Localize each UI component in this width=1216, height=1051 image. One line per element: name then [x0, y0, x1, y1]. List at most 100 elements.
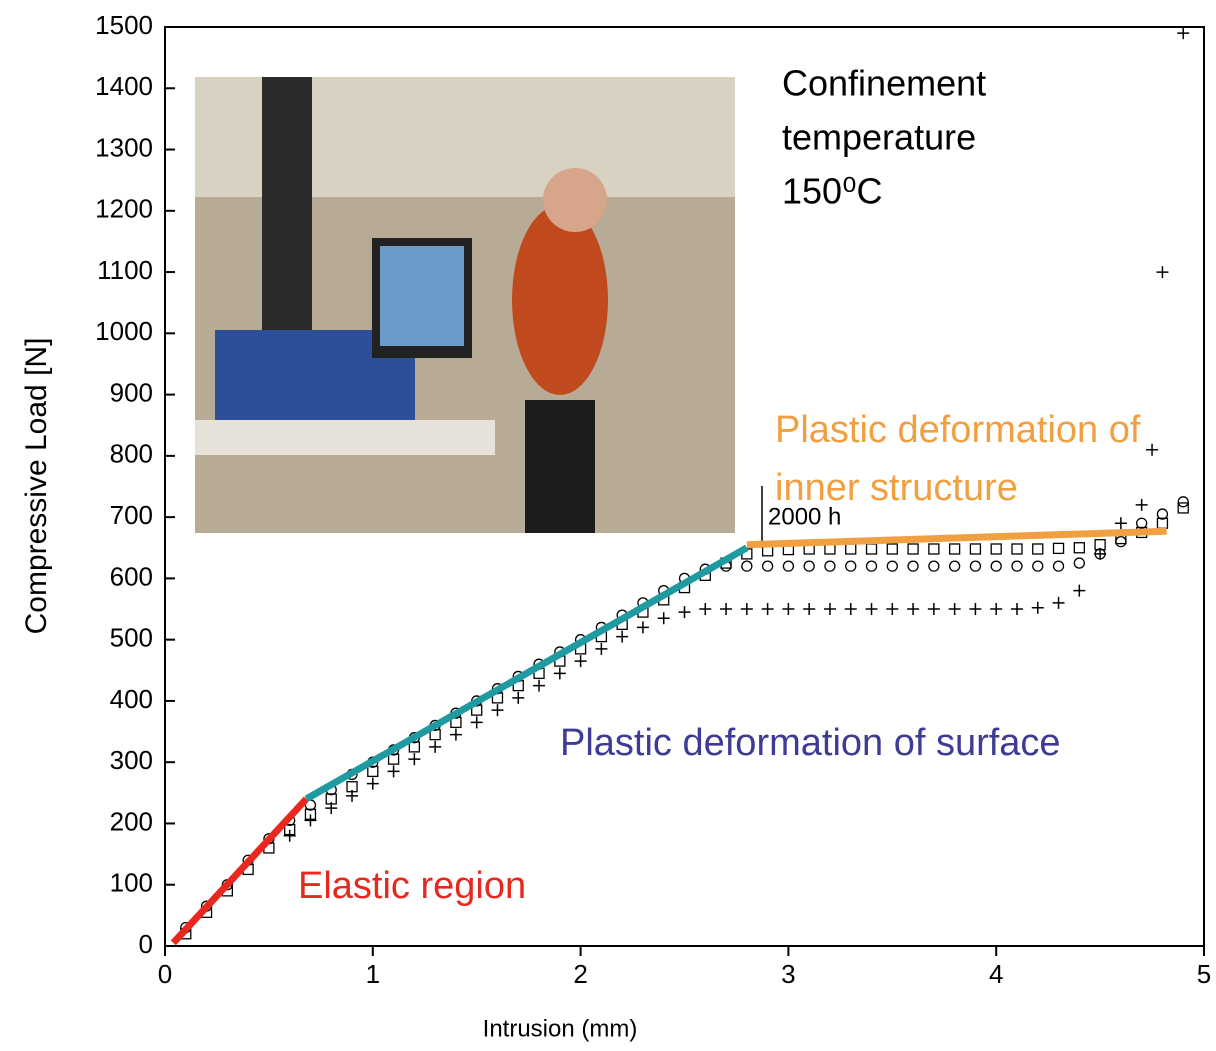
- data-point: [512, 691, 525, 704]
- y-tick-label: 900: [110, 377, 153, 407]
- y-tick-label: 1100: [97, 255, 153, 285]
- data-point: [907, 560, 919, 572]
- data-point: [1073, 542, 1085, 554]
- data-point: [470, 716, 483, 729]
- annotation: inner structure: [775, 467, 1018, 509]
- plot-frame: [164, 26, 1205, 947]
- annotation: 2000 h: [768, 503, 841, 530]
- y-tick-label: 800: [110, 439, 153, 469]
- data-point: [844, 603, 857, 616]
- data-point: [761, 603, 774, 616]
- data-point: [1011, 560, 1023, 572]
- data-point: [948, 603, 961, 616]
- data-point: [1032, 560, 1044, 572]
- data-point: [865, 603, 878, 616]
- data-point: [1011, 543, 1023, 555]
- data-point: [969, 543, 982, 555]
- y-axis-title: Compressive Load [N]: [20, 338, 53, 635]
- data-point: [1052, 560, 1065, 572]
- data-point: [449, 728, 462, 741]
- data-point: [574, 655, 587, 668]
- data-point: [1146, 443, 1159, 456]
- data-point: [1177, 496, 1189, 508]
- data-point: [678, 606, 691, 619]
- annotation: temperature: [782, 117, 976, 158]
- data-point: [886, 543, 898, 555]
- data-point: [1115, 535, 1127, 548]
- data-point: [1177, 502, 1189, 514]
- data-point: [346, 789, 359, 802]
- data-point: [1156, 266, 1169, 279]
- data-point: [429, 728, 441, 741]
- photo-person-legs: [525, 400, 595, 533]
- y-tick-label: 100: [110, 868, 153, 898]
- data-point: [907, 543, 919, 555]
- data-point: [429, 740, 442, 753]
- fit-line: [746, 527, 1167, 549]
- y-tick-label: 500: [110, 623, 153, 653]
- data-point: [907, 603, 920, 616]
- data-point: [491, 704, 504, 717]
- data-point: [1052, 542, 1065, 555]
- fit-line: [170, 796, 309, 946]
- y-tick-label: 400: [110, 684, 153, 714]
- photo-desk: [195, 420, 495, 455]
- data-point: [740, 603, 753, 616]
- data-point: [969, 603, 982, 616]
- fit-line: [304, 544, 749, 803]
- data-point: [699, 603, 712, 616]
- data-point: [1136, 517, 1148, 529]
- annotation: Confinement: [782, 63, 986, 104]
- data-point: [283, 829, 296, 842]
- data-point: [595, 642, 608, 655]
- data-point: [761, 560, 774, 572]
- data-point: [533, 679, 546, 692]
- y-tick-label: 1400: [95, 71, 153, 101]
- data-point: [886, 603, 899, 616]
- y-tick-label: 700: [110, 500, 153, 530]
- photo-machine: [262, 77, 312, 347]
- x-tick-label: 1: [366, 959, 380, 989]
- photo-person: [512, 205, 608, 395]
- data-point: [553, 667, 566, 680]
- y-tick-label: 1500: [95, 10, 153, 40]
- data-point: [990, 543, 1002, 555]
- data-point: [408, 753, 421, 766]
- data-point: [969, 560, 982, 572]
- data-point: [865, 543, 878, 555]
- y-tick-label: 600: [110, 561, 153, 591]
- data-point: [824, 560, 836, 572]
- x-tick-label: 2: [573, 959, 587, 989]
- data-point: [845, 543, 857, 555]
- data-point: [1010, 603, 1023, 616]
- annotation: Plastic deformation of surface: [560, 722, 1061, 764]
- data-point: [720, 603, 733, 616]
- data-point: [387, 765, 400, 778]
- y-tick-label: 200: [110, 806, 153, 836]
- data-point: [928, 560, 940, 572]
- data-point: [741, 560, 753, 572]
- data-point: [657, 612, 670, 625]
- x-axis-title: Intrusion (mm): [483, 1015, 638, 1042]
- y-tick-label: 0: [139, 929, 153, 959]
- data-point: [636, 621, 649, 634]
- data-point: [1031, 601, 1044, 614]
- photo-person-head: [543, 168, 607, 232]
- data-point: [948, 560, 961, 572]
- data-point: [304, 814, 317, 827]
- data-point: [927, 603, 940, 616]
- data-point: [803, 560, 815, 572]
- x-tick-label: 5: [1197, 959, 1211, 989]
- annotation: Elastic region: [298, 865, 526, 907]
- data-point: [1156, 508, 1169, 520]
- x-tick-label: 4: [989, 959, 1003, 989]
- data-point: [1032, 543, 1044, 555]
- data-point: [616, 630, 629, 643]
- x-tick-label: 3: [781, 959, 795, 989]
- data-point: [1052, 596, 1065, 609]
- annotation: Plastic deformation of: [775, 409, 1141, 451]
- data-point: [886, 560, 898, 572]
- y-tick-label: 1000: [95, 316, 153, 346]
